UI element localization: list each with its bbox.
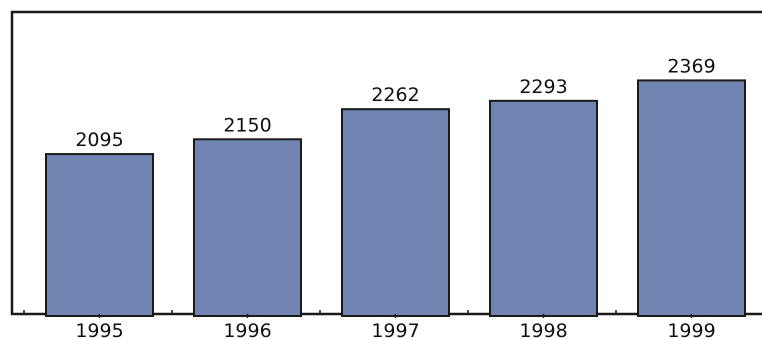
- x-tick-label-1999: 1999: [667, 320, 715, 339]
- bar-1998: [489, 99, 598, 317]
- value-label-group: 2095 2150 2262 2293 2369: [75, 55, 715, 151]
- bar-1995: [45, 153, 154, 317]
- data-label-1997: 2262: [371, 84, 419, 106]
- x-tick-label-group: 1995 1996 1997 1998 1999: [75, 320, 715, 339]
- x-tick-label-1998: 1998: [519, 320, 567, 339]
- bar-1996: [193, 138, 302, 317]
- bar-group: [45, 79, 746, 318]
- data-label-1999: 2369: [667, 55, 715, 77]
- x-tick-label-1997: 1997: [371, 320, 419, 339]
- x-tick-label-1995: 1995: [75, 320, 123, 339]
- tick-group: [23, 310, 693, 318]
- x-tick-label-1996: 1996: [223, 320, 271, 339]
- bar-1997: [341, 108, 450, 318]
- bar-1999: [637, 79, 746, 318]
- data-label-1998: 2293: [519, 76, 567, 98]
- data-label-1996: 2150: [223, 114, 271, 136]
- data-label-1995: 2095: [75, 129, 123, 151]
